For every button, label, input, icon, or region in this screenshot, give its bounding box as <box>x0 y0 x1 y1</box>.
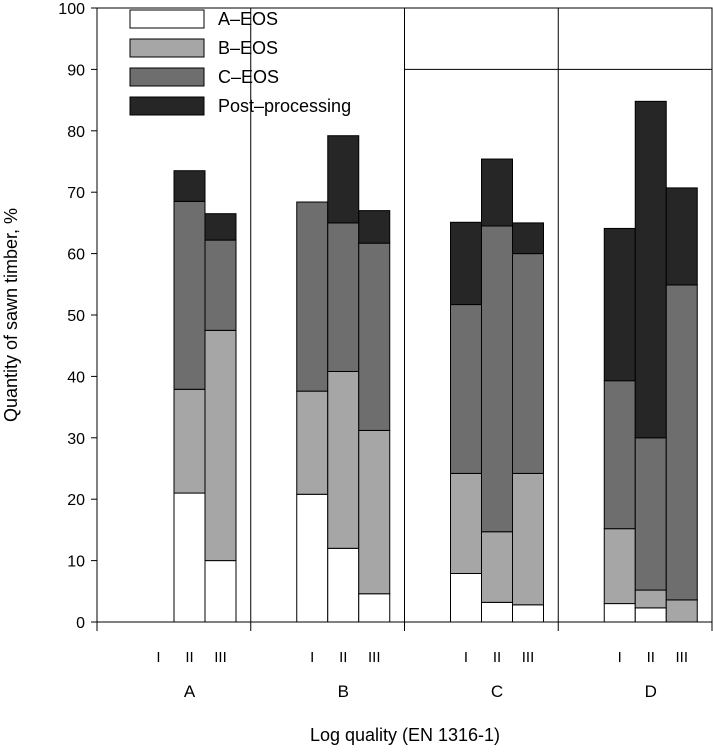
bar-segment <box>512 222 544 255</box>
bar-segment <box>665 284 698 601</box>
legend-swatch <box>129 38 205 58</box>
bar-segment <box>204 239 237 331</box>
legend-label: B–EOS <box>218 38 278 58</box>
x-subcategory-label: III <box>368 649 381 666</box>
bar-segment <box>173 170 206 202</box>
bar-segment <box>450 472 482 574</box>
legend-label: C–EOS <box>218 67 279 87</box>
x-subcategory-label: II <box>339 649 347 666</box>
bar-segment <box>358 593 391 623</box>
x-subcategory-label: III <box>675 649 688 666</box>
bar-segment <box>481 601 513 623</box>
x-subcategory-label: I <box>156 649 160 666</box>
bar-segment <box>327 222 360 372</box>
bar-segment <box>450 304 482 474</box>
x-group-label: A <box>184 682 196 701</box>
bar-segment <box>296 201 329 392</box>
bar-segment <box>481 225 513 533</box>
bar-segment <box>481 158 513 227</box>
y-tick-label: 10 <box>67 554 85 571</box>
bar-segment <box>665 187 698 286</box>
bar-segment <box>358 242 391 431</box>
y-tick-label: 90 <box>67 62 85 79</box>
bar-segment <box>204 329 237 562</box>
x-group-label: D <box>645 682 657 701</box>
x-subcategory-label: III <box>214 649 227 666</box>
y-tick-label: 40 <box>67 369 85 386</box>
bar-segment <box>634 589 667 609</box>
legend-swatch <box>129 9 205 29</box>
bar-segment <box>481 531 513 603</box>
bar-segment <box>450 572 482 623</box>
y-tick-label: 0 <box>76 615 85 632</box>
bar-segment <box>327 135 360 224</box>
bar-segment <box>603 528 636 605</box>
axis-layer <box>91 7 713 631</box>
bar-segment <box>173 200 206 390</box>
bar-segment <box>358 429 391 595</box>
x-subcategory-label: I <box>310 649 314 666</box>
legend-swatch <box>129 67 205 87</box>
bar-segment <box>634 437 667 591</box>
bar-segment <box>634 607 667 623</box>
y-tick-label: 30 <box>67 431 85 448</box>
bar-segment <box>665 599 698 623</box>
bar-segment <box>603 603 636 623</box>
bar-segment <box>512 253 544 474</box>
y-tick-label: 50 <box>67 308 85 325</box>
bar-segment <box>327 370 360 549</box>
bar-segment <box>634 100 667 439</box>
bars-layer <box>173 100 698 623</box>
bar-segment <box>173 492 206 623</box>
x-group-label: B <box>338 682 349 701</box>
y-tick-label: 80 <box>67 124 85 141</box>
y-tick-label: 70 <box>67 185 85 202</box>
legend: A–EOS B–EOS C–EOS Post–processing <box>129 9 351 116</box>
x-subcategory-label: I <box>618 649 622 666</box>
x-subcategory-label: II <box>185 649 193 666</box>
legend-label: Post–processing <box>218 96 351 116</box>
bar-segment <box>512 604 544 623</box>
bar-segment <box>204 560 237 623</box>
bar-segment <box>603 227 636 382</box>
x-axis-title: Log quality (EN 1316-1) <box>310 725 500 745</box>
bar-segment <box>450 221 482 306</box>
legend-label: A–EOS <box>218 9 278 29</box>
x-subcategory-label: II <box>647 649 655 666</box>
bar-segment <box>512 472 544 606</box>
y-tick-label: 60 <box>67 247 85 264</box>
legend-swatch <box>129 96 205 116</box>
bar-segment <box>327 547 360 623</box>
bar-segment <box>296 390 329 495</box>
y-tick-label: 100 <box>58 1 85 18</box>
y-tick-label: 20 <box>67 492 85 509</box>
x-subcategory-label: III <box>522 649 535 666</box>
x-group-label: C <box>491 682 503 701</box>
x-subcategory-label: I <box>464 649 468 666</box>
bar-segment <box>358 210 391 244</box>
bar-segment <box>204 213 237 241</box>
bar-segment <box>173 388 206 494</box>
y-axis-title: Quantity of sawn timber, % <box>1 208 21 422</box>
bar-segment <box>296 493 329 623</box>
x-subcategory-label: II <box>493 649 501 666</box>
bar-segment <box>603 380 636 530</box>
